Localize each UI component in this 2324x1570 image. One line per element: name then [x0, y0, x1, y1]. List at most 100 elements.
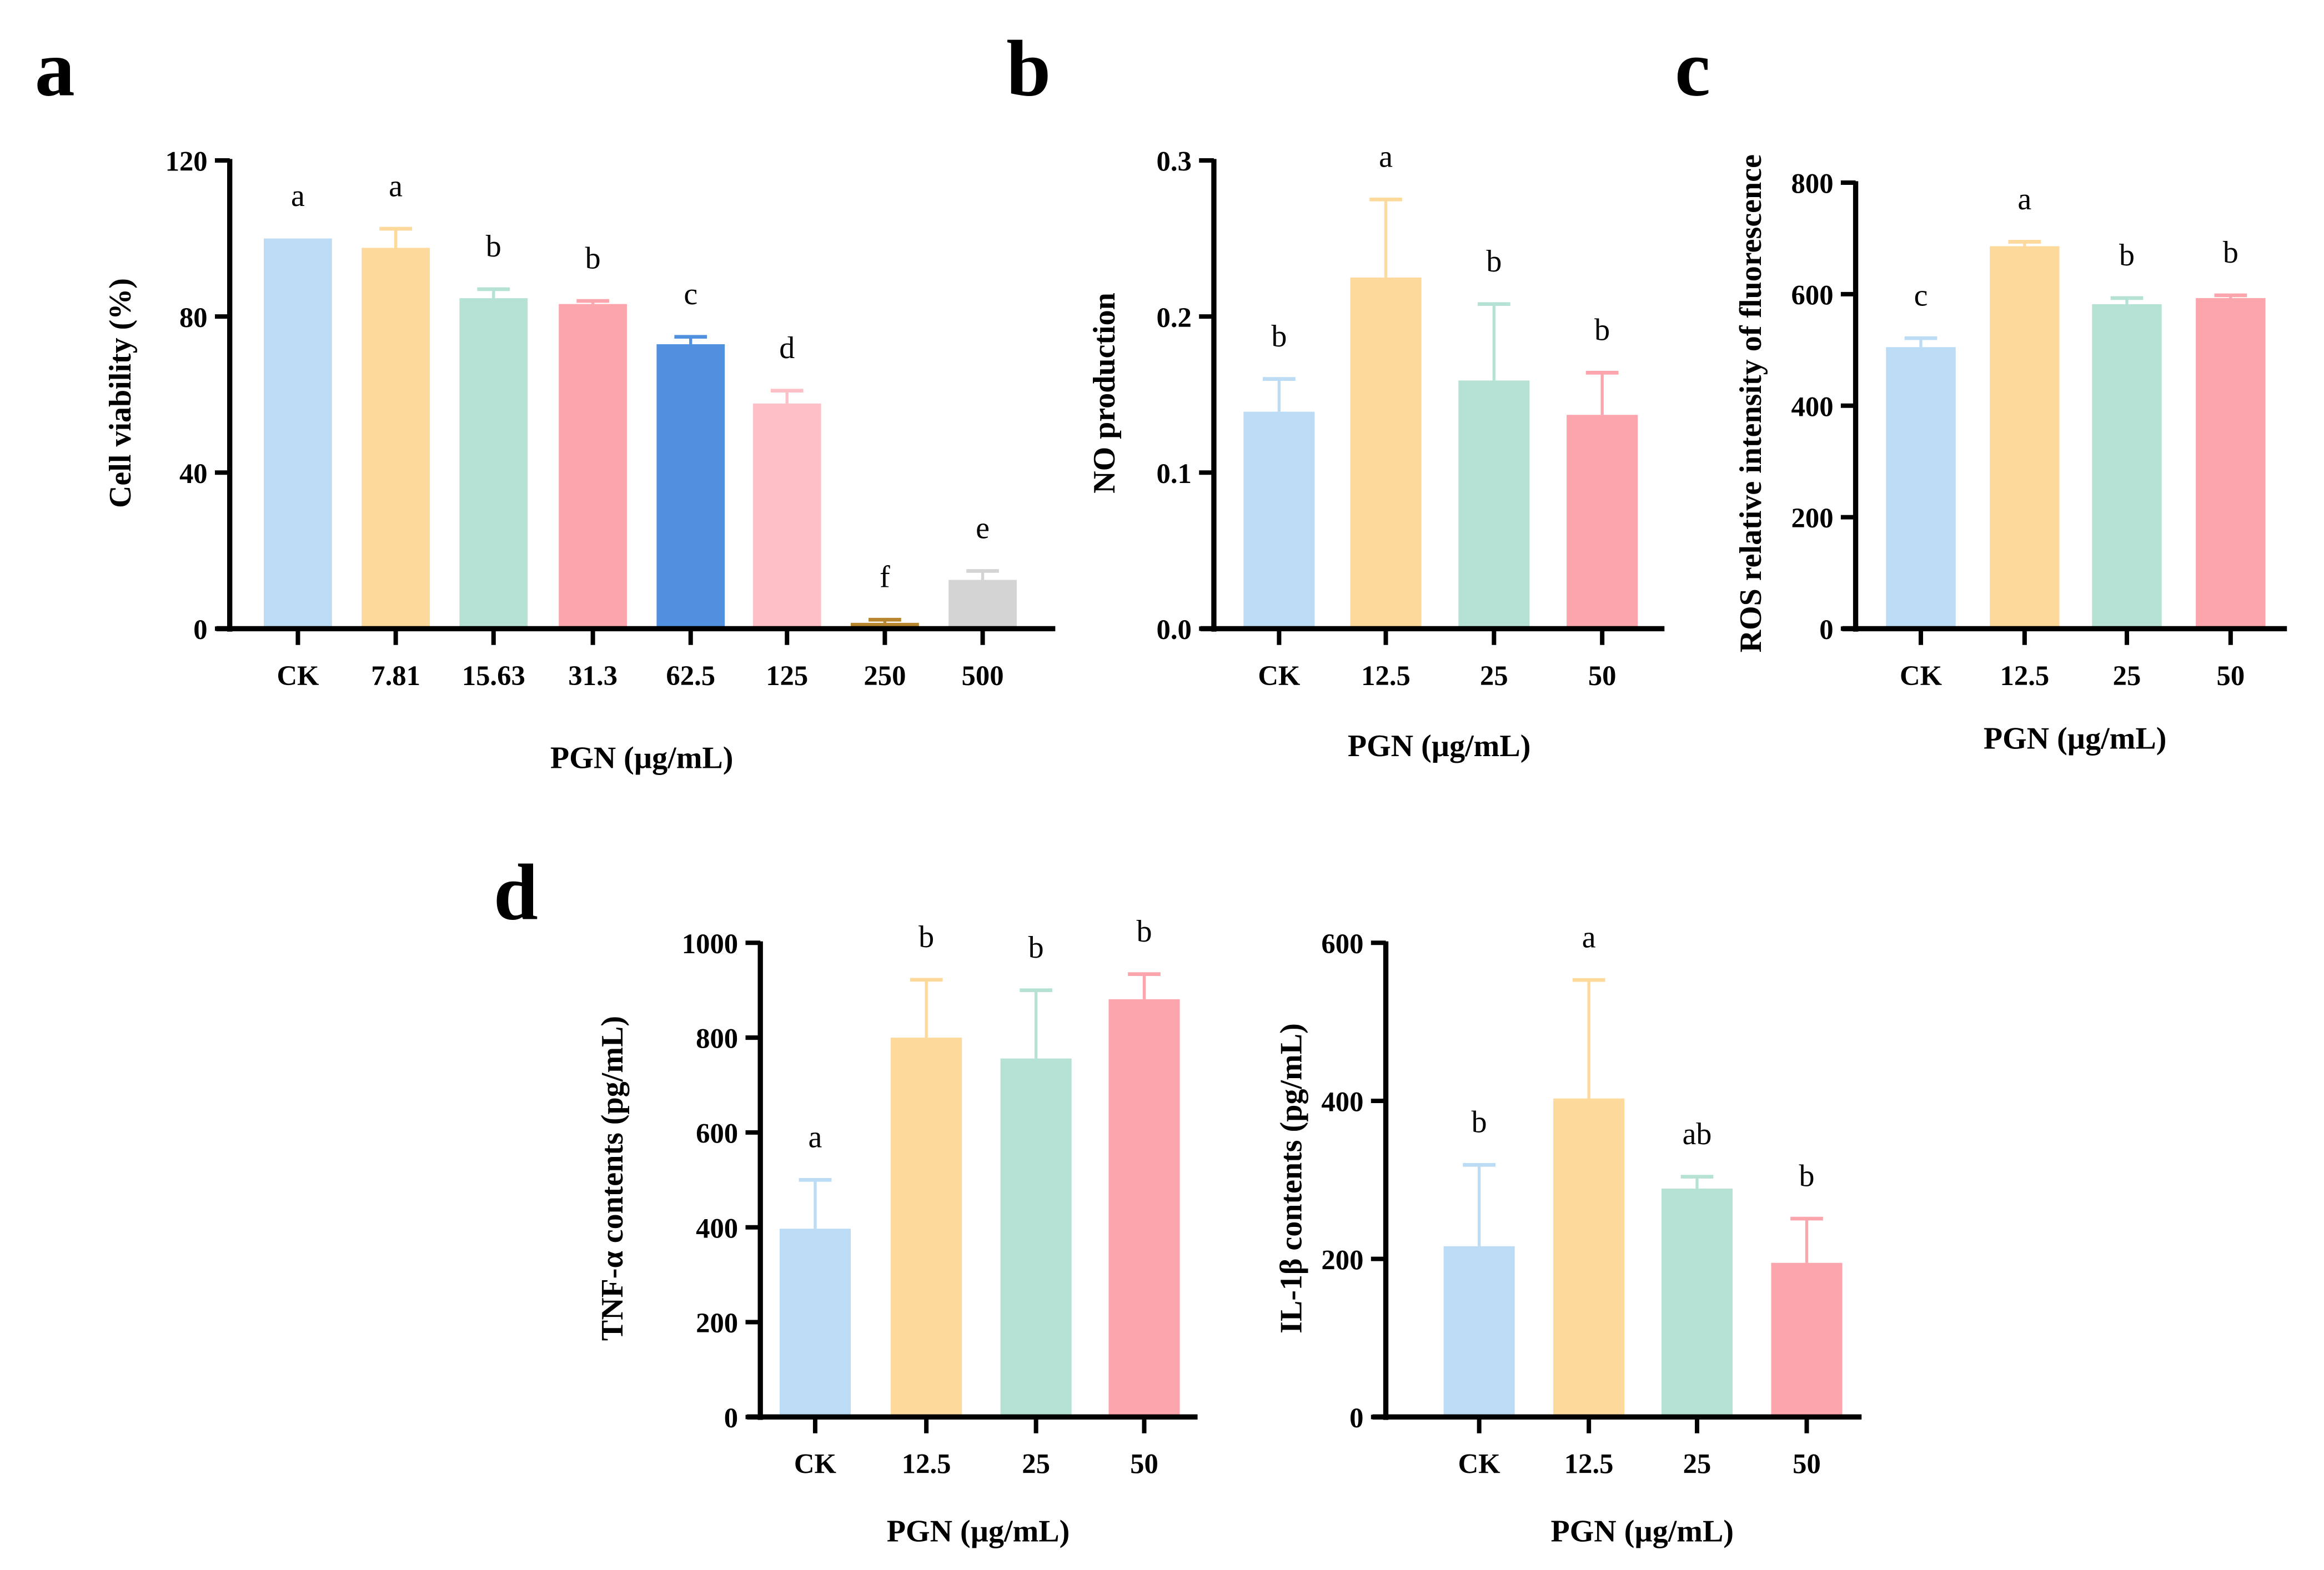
y-tick-label: 80: [179, 302, 208, 333]
y-tick-label: 600: [1321, 928, 1363, 959]
x-tick-label: 7.81: [371, 660, 420, 691]
y-tick-label: 120: [165, 146, 208, 177]
bar: [1567, 415, 1638, 629]
significance-label: a: [1379, 140, 1393, 174]
x-tick-label: 31.3: [568, 660, 618, 691]
x-tick-label: 12.5: [1361, 660, 1411, 691]
x-tick-label: 250: [864, 660, 906, 691]
bar: [1443, 1246, 1515, 1417]
bar: [851, 622, 919, 629]
y-tick-label: 200: [1321, 1244, 1363, 1275]
x-tick-label: 50: [2217, 660, 2245, 691]
bar: [362, 248, 430, 629]
significance-label: a: [291, 179, 305, 213]
x-tick-label: CK: [1258, 660, 1301, 691]
chart-panel-d: d a CK b 12.5 b 25 b 50 0 200 400 600 800 1000 PGN (µg/…: [494, 849, 1198, 1549]
significance-label: b: [1594, 313, 1610, 348]
y-tick-label: 0.3: [1156, 146, 1191, 177]
x-tick-label: 125: [766, 660, 808, 691]
significance-label: c: [684, 277, 697, 311]
bar: [1886, 347, 1956, 629]
x-axis-label: PGN (µg/mL): [887, 1514, 1070, 1549]
x-tick-label: 25: [1480, 660, 1508, 691]
panel-letter: c: [1675, 25, 1710, 113]
y-axis-label: Cell viability (%): [103, 278, 138, 508]
significance-label: e: [976, 511, 990, 546]
bar: [779, 1229, 851, 1417]
bar: [1000, 1058, 1072, 1417]
significance-label: b: [2119, 238, 2135, 273]
significance-label: c: [1914, 279, 1928, 313]
x-tick-label: 50: [1588, 660, 1617, 691]
significance-label: b: [585, 241, 601, 275]
significance-label: b: [1472, 1105, 1487, 1140]
significance-label: a: [809, 1120, 822, 1155]
y-tick-label: 800: [696, 1023, 738, 1054]
y-tick-label: 600: [1791, 280, 1833, 311]
panel-letter: d: [494, 849, 538, 937]
chart-panel-c: c c CK a 12.5 b 25 b 50 0 200 400 600 800 PGN (µg/mL) R…: [1675, 25, 2287, 756]
bar: [1108, 999, 1180, 1417]
y-tick-label: 600: [696, 1118, 738, 1149]
significance-label: b: [1486, 244, 1502, 279]
bar: [2196, 298, 2266, 629]
x-axis-label: PGN (µg/mL): [1984, 722, 2167, 756]
bar: [1771, 1262, 1843, 1417]
y-tick-label: 400: [1321, 1086, 1363, 1118]
x-tick-label: 25: [1022, 1448, 1050, 1480]
x-tick-label: 12.5: [902, 1448, 951, 1480]
x-tick-label: 500: [962, 660, 1004, 691]
y-tick-label: 0.0: [1156, 614, 1191, 645]
chart-panel-d2: b CK a 12.5 ab 25 b 50 0 200 400 600 PGN (µg/mL) IL-1…: [1274, 920, 1862, 1549]
x-tick-label: CK: [1458, 1448, 1501, 1480]
x-tick-label: CK: [794, 1448, 837, 1480]
bar: [891, 1038, 962, 1417]
x-tick-label: 15.63: [462, 660, 525, 691]
significance-label: b: [2223, 235, 2238, 270]
panel-letter: b: [1006, 25, 1051, 113]
y-tick-label: 800: [1791, 168, 1833, 199]
panel-letter: a: [35, 25, 75, 113]
y-axis-label: TNF-α contents (pg/mL): [595, 1016, 630, 1341]
significance-label: b: [918, 920, 934, 954]
significance-label: a: [2017, 182, 2031, 217]
y-axis-label: NO production: [1087, 293, 1122, 494]
bar: [1553, 1098, 1625, 1417]
y-tick-label: 400: [1791, 391, 1833, 422]
bar: [948, 580, 1017, 629]
chart-panel-a: a a CK a 7.81 b 15.63 b 31.3 c 62.5 d 125 f 250 e 500 0 40…: [35, 25, 1056, 775]
y-tick-label: 0: [724, 1402, 738, 1433]
x-tick-label: 50: [1130, 1448, 1158, 1480]
x-tick-label: 25: [2113, 660, 2141, 691]
significance-label: b: [1799, 1159, 1815, 1193]
y-tick-label: 400: [696, 1212, 738, 1244]
significance-label: b: [1271, 319, 1287, 354]
significance-label: d: [779, 331, 795, 365]
y-axis-label: IL-1β contents (pg/mL): [1274, 1023, 1308, 1334]
significance-label: b: [1028, 930, 1044, 965]
chart-panel-b: b b CK a 12.5 b 25 b 50 0.0 0.1 0.2 0.3 PGN (µg/mL) NO…: [1006, 25, 1665, 763]
x-tick-label: 62.5: [666, 660, 715, 691]
x-tick-label: 50: [1793, 1448, 1821, 1480]
y-tick-label: 200: [696, 1307, 738, 1338]
significance-label: ab: [1683, 1117, 1712, 1151]
y-tick-label: 0.1: [1156, 458, 1191, 489]
bar: [1243, 411, 1315, 629]
y-axis-label: ROS relative intensity of fluorescence: [1734, 154, 1768, 652]
bar: [559, 304, 627, 629]
significance-label: f: [880, 560, 890, 595]
y-tick-label: 0: [193, 614, 207, 645]
bar: [1990, 246, 2060, 629]
significance-label: a: [1582, 920, 1596, 954]
significance-label: b: [1136, 914, 1152, 949]
bar: [2092, 304, 2162, 629]
y-tick-label: 0: [1349, 1402, 1363, 1433]
x-tick-label: 12.5: [2000, 660, 2049, 691]
bar: [459, 298, 528, 629]
bar: [656, 344, 725, 629]
bar: [1350, 277, 1422, 629]
bar: [1661, 1188, 1733, 1417]
x-tick-label: 25: [1683, 1448, 1711, 1480]
significance-label: b: [486, 229, 501, 264]
